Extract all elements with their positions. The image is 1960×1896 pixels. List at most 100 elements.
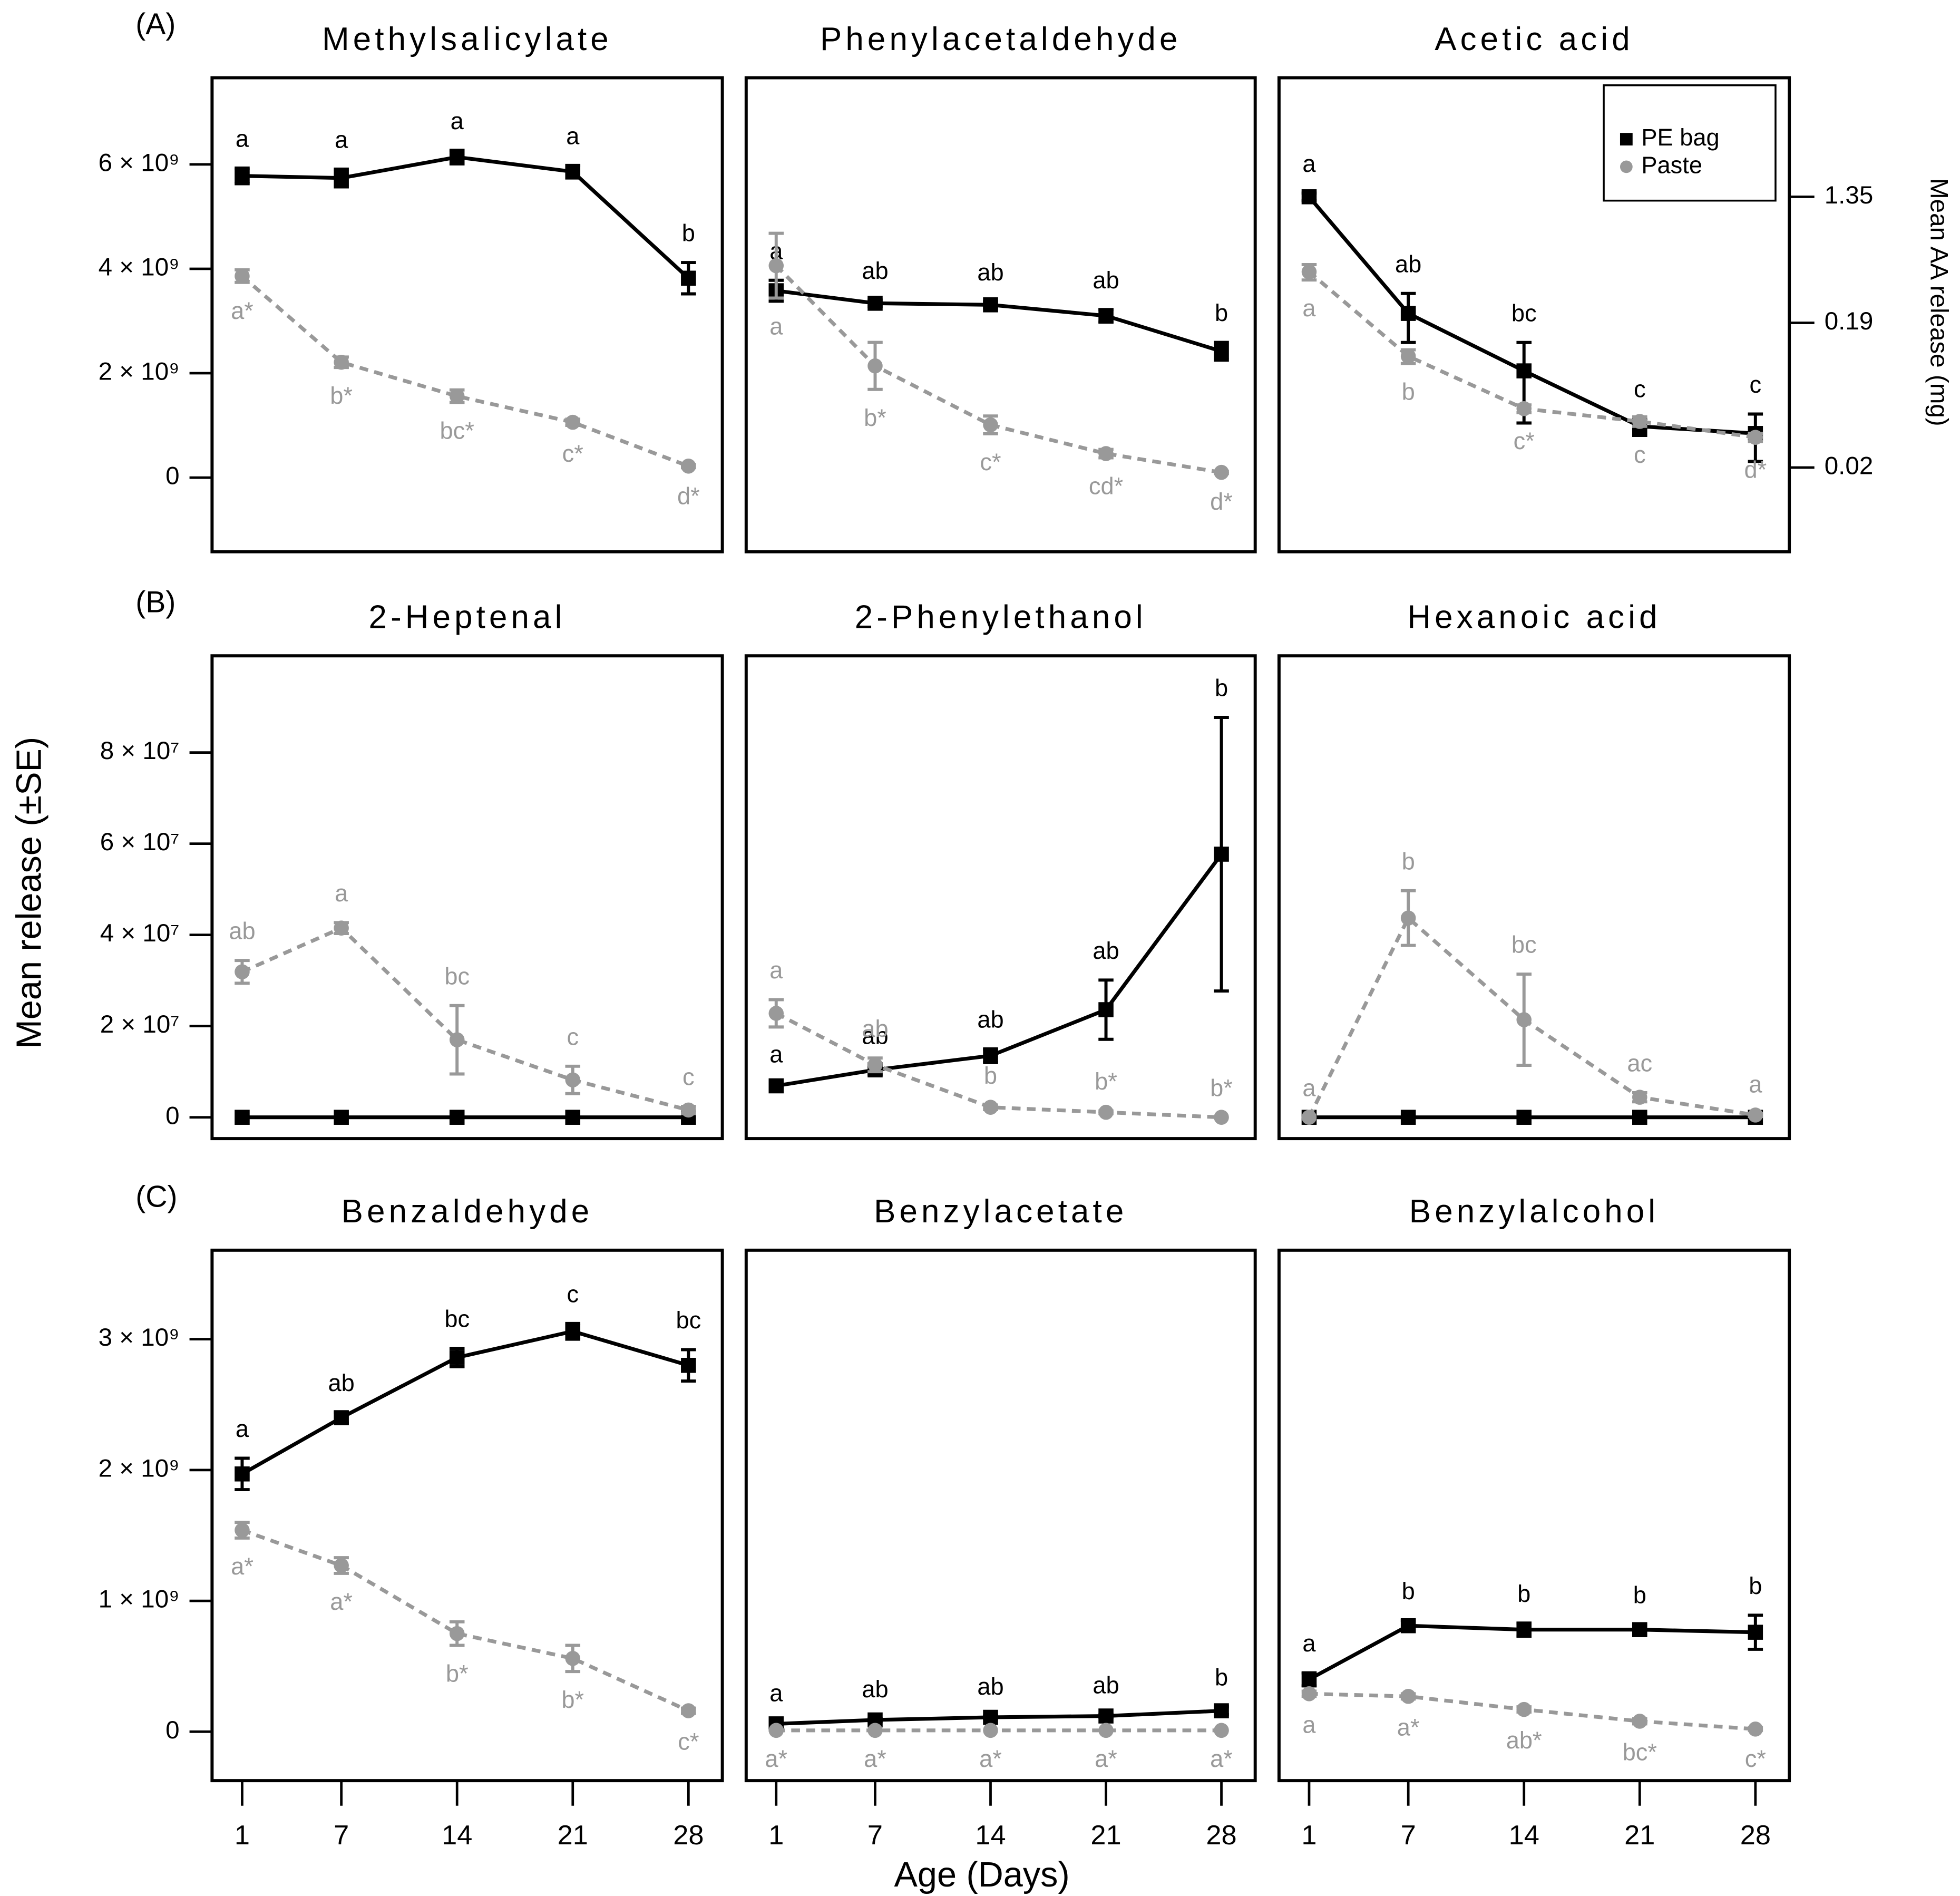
point xyxy=(449,1350,465,1365)
point xyxy=(983,417,998,433)
y-tick-label: 2 × 10⁹ xyxy=(99,1454,180,1482)
x-tick-label: 7 xyxy=(1401,1820,1416,1851)
series-line xyxy=(1308,270,1756,440)
panel-label: (B) xyxy=(135,586,175,619)
point xyxy=(1098,1723,1114,1738)
significance-letter: a xyxy=(566,122,580,149)
panel-frame xyxy=(1277,1248,1791,1783)
significance-letter: ab xyxy=(1093,267,1119,294)
x-tick-label: 21 xyxy=(558,1820,588,1851)
point xyxy=(1098,1104,1114,1120)
y-tick-label: 2 × 10⁷ xyxy=(100,1010,180,1038)
significance-letter: a xyxy=(1302,295,1316,322)
significance-letter: a xyxy=(1302,150,1316,177)
series-line xyxy=(776,1709,1222,1726)
point xyxy=(334,920,349,936)
significance-letter: a* xyxy=(1397,1714,1420,1741)
significance-letter: b xyxy=(1215,299,1228,326)
panel-title: Phenylacetaldehyde xyxy=(820,21,1181,57)
significance-letter: ab xyxy=(977,259,1003,286)
significance-letter: b xyxy=(1402,378,1415,405)
point xyxy=(1301,1686,1317,1701)
significance-letter: c xyxy=(567,1023,579,1050)
point xyxy=(235,268,250,284)
x-tick-label: 14 xyxy=(975,1820,1006,1851)
point xyxy=(867,296,883,311)
x-tick-label: 21 xyxy=(1624,1820,1655,1851)
significance-letter: cd* xyxy=(1089,473,1123,500)
x-tick-label: 1 xyxy=(235,1820,250,1851)
point xyxy=(565,1072,581,1088)
significance-letter: b* xyxy=(330,382,353,409)
significance-letter: a* xyxy=(979,1745,1002,1772)
point xyxy=(565,1324,581,1339)
point xyxy=(1516,1110,1532,1125)
significance-letter: a* xyxy=(765,1745,787,1772)
point xyxy=(449,388,465,404)
point xyxy=(1632,1714,1647,1729)
significance-letter: bc xyxy=(444,1306,470,1333)
significance-letter: a xyxy=(769,313,783,339)
point xyxy=(235,1522,250,1538)
point xyxy=(867,358,883,374)
significance-letter: b* xyxy=(446,1660,469,1687)
legend-label: PE bag xyxy=(1641,124,1719,151)
point xyxy=(1748,1722,1763,1737)
significance-letter: bc xyxy=(676,1307,701,1334)
significance-letter: c xyxy=(567,1280,579,1307)
y-tick-label: 3 × 10⁹ xyxy=(99,1324,180,1351)
point xyxy=(1632,1110,1647,1125)
x-axis-label: Age (Days) xyxy=(894,1855,1069,1894)
point xyxy=(235,1110,250,1125)
x-tick-label: 1 xyxy=(1301,1820,1317,1851)
point xyxy=(983,297,998,313)
point xyxy=(1098,1708,1114,1724)
point xyxy=(983,1100,998,1115)
point xyxy=(681,1357,696,1373)
panel-frame xyxy=(210,76,724,553)
panel-label: (C) xyxy=(135,1180,177,1213)
significance-letter: ab xyxy=(862,1676,888,1703)
significance-letter: a* xyxy=(1095,1745,1117,1772)
significance-letter: a xyxy=(236,1415,249,1442)
point xyxy=(1632,414,1647,429)
point xyxy=(449,1626,465,1641)
significance-letter: c* xyxy=(1514,427,1535,454)
point xyxy=(1516,1622,1532,1637)
significance-letter: ab xyxy=(1093,1672,1119,1699)
point xyxy=(1516,1012,1532,1027)
significance-letter: a xyxy=(335,126,348,153)
significance-letter: ac xyxy=(1627,1050,1652,1077)
y-tick-label: 2 × 10⁹ xyxy=(99,358,180,386)
significance-letter: b xyxy=(1402,848,1415,874)
significance-letter: b* xyxy=(561,1686,584,1713)
significance-letter: a xyxy=(1302,1074,1316,1101)
significance-letter: c xyxy=(1634,441,1646,468)
significance-letter: bc xyxy=(1512,299,1537,326)
significance-letter: b* xyxy=(1095,1068,1117,1095)
series-line xyxy=(241,275,689,468)
point xyxy=(1400,306,1416,321)
point xyxy=(1748,1107,1763,1123)
significance-letter: d* xyxy=(1744,456,1767,483)
significance-letter: c* xyxy=(678,1728,699,1755)
x-tick-label: 28 xyxy=(1206,1820,1236,1851)
point xyxy=(1301,1110,1317,1125)
significance-letter: ab* xyxy=(1506,1727,1542,1754)
significance-letter: c* xyxy=(1745,1745,1766,1772)
significance-letter: a xyxy=(769,957,783,984)
point xyxy=(681,270,696,286)
significance-letter: a xyxy=(769,1680,783,1707)
significance-letter: bc xyxy=(1512,931,1537,958)
point xyxy=(983,1723,998,1738)
x-tick-label: 14 xyxy=(1509,1820,1539,1851)
significance-letter: a* xyxy=(231,297,253,324)
point xyxy=(1301,1671,1317,1687)
point xyxy=(449,149,465,165)
series-line xyxy=(241,926,689,1112)
point xyxy=(681,459,696,474)
x-tick-label: 7 xyxy=(334,1820,349,1851)
y2-tick-label: 1.35 xyxy=(1825,181,1874,209)
panel-frame xyxy=(210,654,724,1141)
